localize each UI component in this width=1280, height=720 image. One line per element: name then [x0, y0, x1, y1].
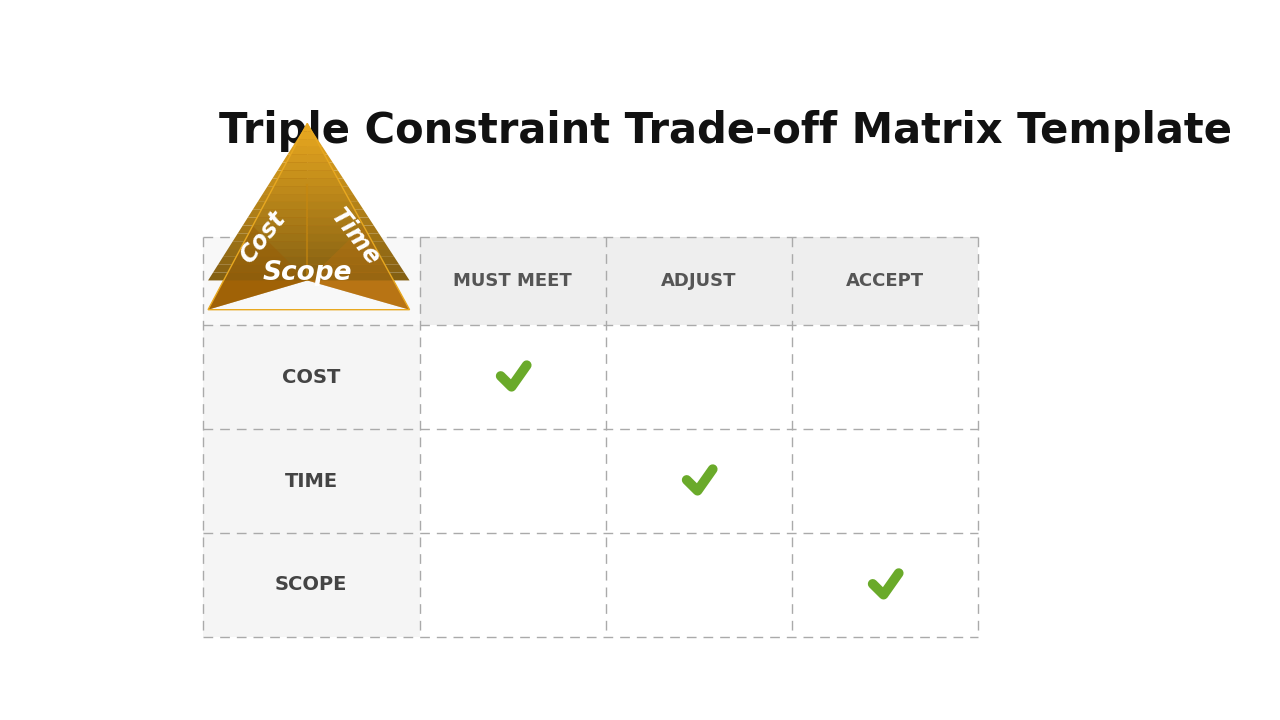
- Text: TIME: TIME: [284, 472, 338, 490]
- Bar: [605, 429, 791, 533]
- Text: COST: COST: [282, 368, 340, 387]
- Polygon shape: [212, 265, 404, 273]
- Text: Scope: Scope: [262, 260, 352, 286]
- Polygon shape: [268, 179, 348, 186]
- Bar: [605, 237, 791, 325]
- Polygon shape: [209, 226, 307, 310]
- Text: MUST MEET: MUST MEET: [453, 272, 572, 290]
- Bar: [605, 325, 791, 429]
- Polygon shape: [252, 202, 364, 210]
- Polygon shape: [288, 147, 328, 155]
- Polygon shape: [283, 155, 333, 163]
- Polygon shape: [233, 233, 384, 241]
- Polygon shape: [307, 123, 410, 310]
- Polygon shape: [292, 139, 323, 147]
- Bar: [202, 533, 420, 637]
- Bar: [605, 533, 791, 637]
- Bar: [420, 533, 605, 637]
- Bar: [791, 325, 978, 429]
- Polygon shape: [307, 226, 410, 310]
- Polygon shape: [297, 131, 317, 139]
- Polygon shape: [257, 194, 358, 202]
- Polygon shape: [243, 217, 374, 225]
- Bar: [202, 429, 420, 533]
- Polygon shape: [209, 123, 307, 310]
- Polygon shape: [218, 257, 399, 265]
- Polygon shape: [209, 273, 410, 280]
- Polygon shape: [238, 225, 379, 233]
- Polygon shape: [223, 249, 394, 257]
- Text: Cost: Cost: [234, 207, 289, 268]
- Bar: [420, 325, 605, 429]
- Bar: [791, 237, 978, 325]
- Polygon shape: [262, 186, 353, 194]
- Polygon shape: [273, 171, 343, 179]
- Bar: [202, 237, 420, 325]
- Polygon shape: [302, 123, 312, 131]
- Bar: [202, 325, 420, 429]
- Text: ACCEPT: ACCEPT: [846, 272, 924, 290]
- Polygon shape: [278, 163, 338, 171]
- Bar: [791, 429, 978, 533]
- Bar: [420, 237, 605, 325]
- Polygon shape: [248, 210, 369, 217]
- Text: Time: Time: [326, 204, 385, 270]
- Text: Triple Constraint Trade-off Matrix Template: Triple Constraint Trade-off Matrix Templ…: [219, 110, 1233, 152]
- Text: ADJUST: ADJUST: [660, 272, 736, 290]
- Text: SCOPE: SCOPE: [275, 575, 347, 595]
- Polygon shape: [228, 241, 389, 249]
- Bar: [420, 429, 605, 533]
- Bar: [791, 533, 978, 637]
